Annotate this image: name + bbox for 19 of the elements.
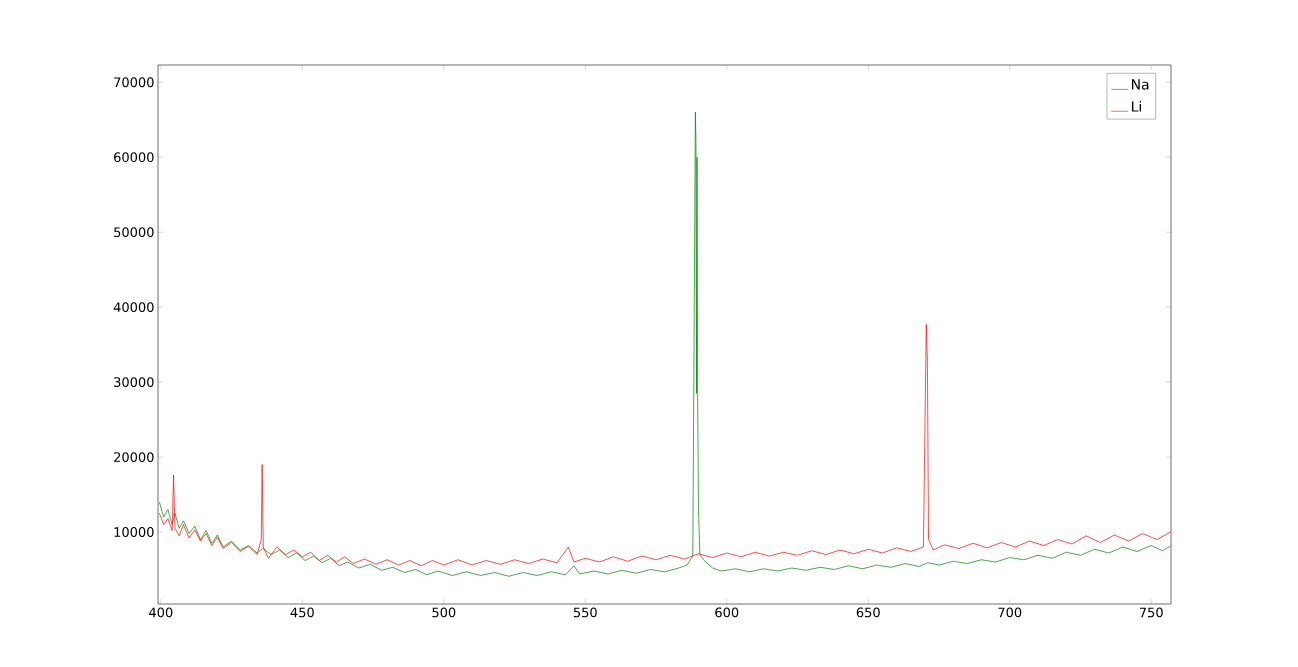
- x-tick-label: 700: [998, 607, 1022, 618]
- x-tick-label: 450: [290, 607, 314, 618]
- x-tick-label: 550: [573, 607, 597, 618]
- line-series: [159, 111, 1171, 577]
- legend-label: Na: [1131, 79, 1149, 90]
- x-tick-label: 400: [149, 607, 173, 618]
- y-tick-label: 30000: [114, 377, 154, 388]
- x-tick-label: 650: [856, 607, 880, 618]
- y-tick-label: 10000: [114, 527, 154, 537]
- legend-label: Li: [1131, 100, 1141, 112]
- y-tick-label: 50000: [114, 227, 154, 238]
- line-series: [159, 324, 1171, 567]
- y-tick-label: 70000: [114, 77, 154, 88]
- y-tick-label: 20000: [114, 452, 154, 462]
- y-tick-label: 60000: [114, 152, 154, 163]
- y-tick-label: 40000: [113, 302, 154, 313]
- x-tick-label: 600: [715, 607, 739, 618]
- x-tick-label: 500: [432, 607, 456, 618]
- x-tick-label: 750: [1139, 607, 1163, 618]
